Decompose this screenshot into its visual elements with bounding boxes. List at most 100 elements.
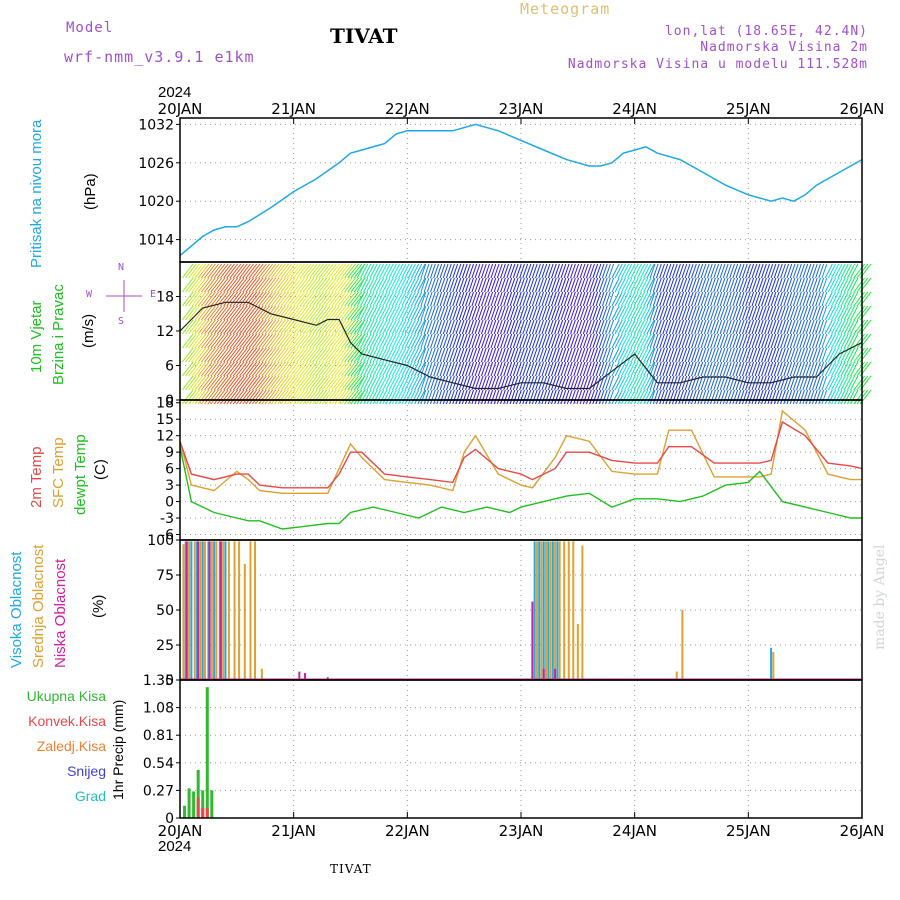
wind-barb	[741, 319, 748, 335]
wind-barb	[274, 361, 286, 377]
wind-barb	[264, 389, 277, 405]
wind-barb	[306, 263, 318, 279]
wind-barb	[694, 333, 700, 349]
wind-barb	[414, 333, 423, 349]
wind-barb	[290, 277, 302, 293]
wind-barb	[372, 361, 381, 377]
wind-barb	[611, 375, 620, 391]
wind-barb	[395, 333, 404, 349]
wind-barb	[512, 375, 519, 391]
cloud-bar	[547, 541, 550, 680]
wind-barb	[544, 361, 551, 377]
wind-barb	[716, 277, 723, 293]
wind-barb	[818, 277, 825, 293]
wind-barb	[732, 361, 739, 377]
wind-barb	[204, 277, 216, 293]
wind-barb	[601, 277, 608, 293]
wind-barb	[480, 277, 487, 293]
wind-barb	[274, 333, 286, 349]
wind-barb	[792, 319, 799, 335]
wind-barb	[656, 305, 662, 321]
wind-barb	[621, 305, 630, 321]
wind-barb	[592, 291, 599, 307]
wind-barb	[831, 277, 840, 293]
wind-barb	[821, 319, 828, 335]
wind-barb	[509, 389, 516, 405]
cloud-bar	[556, 541, 559, 680]
wind-barb	[741, 347, 748, 363]
wind-barb	[722, 277, 729, 293]
wind-barb	[477, 375, 484, 391]
wind-barb	[283, 319, 296, 335]
wind-barb	[213, 291, 226, 307]
wind-barb	[592, 305, 599, 321]
wind-barb	[286, 375, 299, 391]
wind-barb	[341, 333, 353, 349]
ytick-label: 50	[156, 603, 174, 619]
wind-barb	[458, 319, 465, 335]
wind-barb	[840, 389, 849, 405]
wind-barb	[624, 291, 633, 307]
wind-barb	[624, 263, 633, 279]
wind-barb	[805, 319, 812, 335]
wind-barb	[452, 305, 459, 321]
wind-barb	[535, 319, 541, 335]
wind-barb	[827, 361, 836, 377]
wind-barb	[579, 361, 586, 377]
wind-barb	[754, 263, 761, 279]
wind-barb	[449, 361, 455, 377]
wind-barb	[675, 389, 681, 405]
wind-barb	[595, 389, 602, 405]
wind-barb	[729, 361, 735, 377]
wind-barb	[719, 333, 726, 349]
wind-barb	[503, 305, 509, 321]
wind-barb	[671, 347, 678, 363]
wind-barb	[264, 319, 277, 335]
wind-barb	[347, 389, 359, 405]
wind-barb	[751, 389, 758, 405]
wind-barb	[388, 375, 397, 391]
wind-barb	[617, 333, 626, 349]
wind-barb	[633, 347, 642, 363]
wind-barb	[306, 361, 318, 377]
wind-barb	[570, 263, 576, 279]
wind-barb	[194, 291, 207, 307]
wind-barb	[204, 347, 216, 363]
wind-barb	[277, 361, 289, 377]
wind-barb	[512, 277, 519, 293]
wind-barb	[363, 319, 372, 335]
wind-barb	[659, 389, 665, 405]
wind-barb	[557, 277, 564, 293]
wind-barb	[617, 277, 626, 293]
wind-barb	[719, 361, 726, 377]
wind-barb	[789, 319, 796, 335]
wind-barb	[325, 333, 337, 349]
wind-barb	[207, 291, 219, 307]
wind-barb	[601, 333, 608, 349]
wind-barb	[433, 305, 439, 321]
wind-barb	[547, 375, 554, 391]
wind-barb	[560, 347, 567, 363]
wind-barb	[566, 277, 573, 293]
wind-barb	[678, 319, 685, 335]
wind-barb	[306, 375, 318, 391]
wind-barb	[668, 291, 675, 307]
wind-barb	[554, 389, 560, 405]
wind-barb	[417, 333, 426, 349]
wind-barb	[220, 333, 232, 349]
wind-barb	[726, 347, 732, 363]
wind-barb	[773, 361, 780, 377]
wind-barb	[200, 319, 213, 335]
wind-barb	[391, 263, 400, 279]
wind-barb	[627, 305, 636, 321]
wind-barb	[776, 375, 783, 391]
wind-barb	[515, 291, 522, 307]
wind-barb	[369, 263, 378, 279]
wind-barb	[633, 277, 642, 293]
wind-barb	[417, 263, 426, 279]
wind-barb	[398, 375, 407, 391]
wind-barb	[608, 319, 615, 335]
wind-barb	[385, 333, 394, 349]
wind-barb	[477, 347, 484, 363]
wind-barb	[665, 319, 672, 335]
